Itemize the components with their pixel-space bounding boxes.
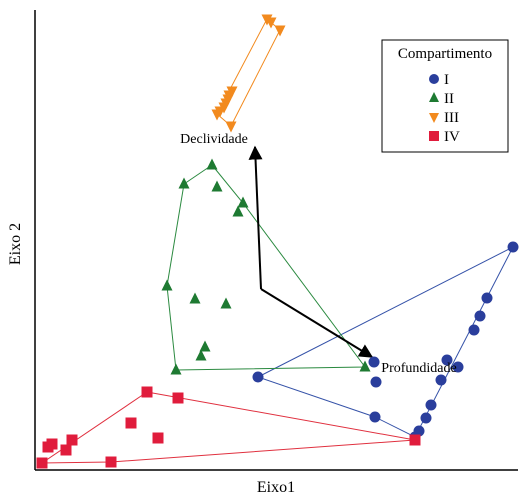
point-iii-10: [211, 109, 223, 121]
point-ii-6: [161, 279, 173, 291]
point-iv-5: [66, 434, 78, 446]
point-iii-3: [274, 25, 286, 37]
point-i-13: [474, 310, 486, 322]
point-iv-2: [172, 392, 184, 404]
vector-layer: [248, 145, 374, 358]
y-axis-title: Eixo 2: [7, 223, 24, 265]
point-iv-4: [152, 432, 164, 444]
hull-i: [256, 245, 515, 438]
point-iii-11: [225, 121, 237, 133]
point-iv-7: [42, 441, 54, 453]
point-ii-2: [178, 177, 190, 189]
point-i-7: [420, 412, 432, 424]
legend-marker-iv: [429, 131, 439, 141]
legend-label-iv: IV: [444, 129, 460, 145]
point-iv-10: [36, 457, 48, 469]
point-i-4: [369, 411, 381, 423]
point-i-6: [413, 425, 425, 437]
hull-ii: [166, 164, 366, 371]
point-ii-9: [199, 340, 211, 352]
point-iii-2: [265, 17, 277, 29]
point-ii-5: [232, 205, 244, 217]
point-i-8: [425, 399, 437, 411]
point-i-12: [468, 324, 480, 336]
point-ii-7: [189, 292, 201, 304]
point-ii-12: [359, 360, 371, 372]
point-ii-11: [170, 363, 182, 375]
point-ii-3: [211, 180, 223, 192]
point-ii-1: [206, 158, 218, 170]
legend-title: Compartimento: [398, 46, 492, 62]
vector-profundidade: [260, 288, 374, 358]
legend-label-i: I: [444, 72, 449, 88]
legend-label-ii: II: [444, 91, 454, 107]
point-i-15: [507, 241, 519, 253]
x-axis-title: Eixo1: [257, 479, 295, 496]
axes: [34, 10, 518, 471]
vector-declividade: [248, 145, 263, 290]
legend-label-iii: III: [444, 110, 459, 126]
vector-label-declividade: Declividade: [180, 132, 248, 147]
point-ii-8: [220, 297, 232, 309]
vector-label-layer: Declividade Profundidade: [180, 132, 457, 376]
point-ii-10: [195, 349, 207, 361]
hull-iv: [40, 391, 416, 464]
legend-marker-ii: [429, 92, 439, 102]
point-layer: [36, 14, 519, 469]
legend-box: [381, 39, 509, 153]
point-i-3: [370, 376, 382, 388]
point-i-2: [368, 356, 380, 368]
point-iv-11: [409, 434, 421, 446]
point-i-9: [435, 374, 447, 386]
point-iv-3: [125, 417, 137, 429]
point-ii-4: [237, 196, 249, 208]
hull-iii: [216, 18, 281, 127]
legend-marker-iii: [429, 113, 439, 123]
point-i-11: [452, 361, 464, 373]
point-i-1: [252, 371, 264, 383]
point-iv-9: [105, 456, 117, 468]
vector-label-profundidade: Profundidade: [381, 361, 456, 376]
point-iv-1: [141, 386, 153, 398]
point-i-14: [481, 292, 493, 304]
point-i-10: [441, 354, 453, 366]
point-iv-8: [60, 444, 72, 456]
legend-marker-i: [429, 74, 439, 84]
